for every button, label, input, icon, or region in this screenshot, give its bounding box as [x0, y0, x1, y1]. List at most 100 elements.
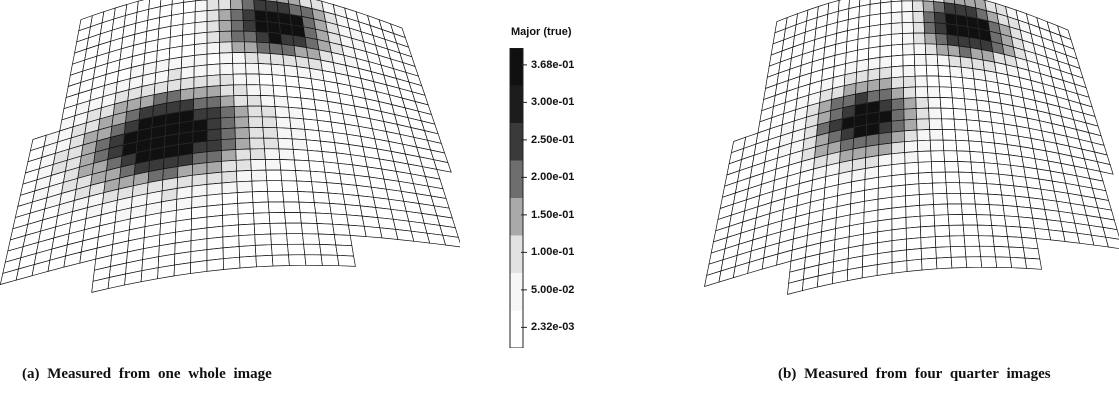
mesh-cell: [283, 64, 299, 78]
mesh-cell: [1006, 236, 1024, 249]
mesh-plot-whole-image: [0, 0, 460, 345]
mesh-cell: [925, 64, 940, 77]
mesh-cell: [977, 109, 993, 123]
mesh-cell: [902, 43, 915, 56]
mesh-cell: [300, 97, 317, 111]
mesh-cell: [219, 41, 233, 54]
mesh-cell: [965, 108, 980, 122]
mesh-cell: [271, 254, 290, 267]
mesh-cell: [326, 182, 344, 195]
mesh-cell: [988, 204, 1005, 217]
mesh-cell: [247, 105, 263, 118]
mesh-cell: [180, 76, 195, 91]
mesh-cell: [206, 182, 223, 196]
mesh-cell: [936, 54, 950, 67]
mesh-cell: [236, 180, 253, 193]
mesh-cell: [936, 256, 953, 270]
mesh-cell: [939, 86, 953, 99]
mesh-cell: [283, 201, 301, 213]
mesh-cell: [933, 1, 946, 14]
mesh-cell: [193, 97, 208, 111]
mesh-cell: [255, 31, 270, 44]
mesh-cell: [950, 76, 964, 89]
mesh-cell: [978, 120, 994, 134]
mesh-cell: [923, 11, 936, 24]
mesh-cell: [238, 245, 257, 258]
mesh-cell: [254, 20, 269, 33]
colorbar-band: [510, 85, 523, 123]
mesh-cell: [944, 161, 960, 173]
mesh-cell: [206, 247, 224, 261]
mesh-cell: [877, 175, 893, 189]
mesh-cell: [967, 130, 982, 143]
mesh-cell: [319, 244, 338, 256]
mesh-cell: [230, 19, 245, 32]
mesh-cell: [190, 260, 208, 274]
mesh-cell: [267, 201, 285, 214]
mesh-cell: [951, 97, 966, 110]
mesh-cell: [937, 65, 951, 78]
mesh-cell: [906, 248, 922, 262]
mesh-cell: [868, 35, 881, 49]
mesh-cell: [1018, 216, 1035, 229]
mesh-cell: [968, 140, 984, 153]
mesh-cell: [157, 264, 175, 280]
mesh-cell: [264, 148, 281, 160]
mesh-cell: [239, 255, 257, 269]
mesh-cell: [218, 19, 232, 32]
mesh-cell: [974, 203, 991, 216]
mesh-cell: [222, 235, 240, 249]
mesh-cell: [879, 44, 892, 58]
mesh-cell: [248, 116, 264, 128]
mesh-cell: [891, 206, 907, 220]
mesh-cell: [248, 127, 265, 139]
mesh-cell: [1009, 256, 1028, 269]
mesh-cell: [235, 137, 251, 150]
mesh-cell: [183, 0, 196, 14]
mesh-cell: [237, 202, 254, 215]
mesh-cell: [913, 43, 927, 55]
mesh-cell: [971, 172, 988, 185]
mesh-cell: [234, 127, 250, 140]
mesh-cell: [918, 193, 934, 206]
mesh-cell: [891, 65, 904, 79]
mesh-cell: [970, 161, 986, 174]
mesh-cell: [918, 182, 934, 195]
mesh-cell: [955, 139, 971, 152]
mesh-cell: [915, 107, 930, 120]
mesh-cell: [299, 87, 315, 100]
mesh-cell: [303, 243, 322, 256]
mesh-cell: [891, 119, 905, 133]
mesh-cell: [282, 190, 300, 203]
mesh-cell: [961, 77, 976, 90]
mesh-cell: [1013, 185, 1030, 198]
mesh-cell: [269, 53, 285, 66]
mesh-cell: [891, 249, 908, 263]
mesh-cell: [926, 75, 940, 88]
mesh-cell: [846, 266, 863, 282]
mesh-cell: [928, 118, 943, 130]
mesh-cell: [891, 141, 906, 155]
mesh-cell: [902, 32, 915, 45]
mesh-cell: [930, 150, 945, 163]
colorbar-band: [510, 48, 523, 86]
mesh-cell: [194, 10, 208, 24]
mesh-cell: [992, 132, 1008, 146]
mesh-cell: [876, 262, 893, 276]
mesh-cell: [271, 74, 287, 87]
mesh-cell: [268, 212, 286, 224]
mesh-cell: [235, 148, 252, 161]
mesh-cell: [182, 22, 196, 36]
mesh-cell: [270, 63, 286, 77]
mesh-cell: [206, 128, 222, 142]
mesh-cell: [947, 214, 964, 226]
mesh-cell: [901, 0, 914, 13]
mesh-cell: [379, 227, 399, 240]
mesh-cell: [1102, 226, 1119, 240]
mesh-cell: [945, 182, 961, 194]
colorbar: [509, 48, 527, 348]
colorbar-tick-label: 3.00e-01: [531, 96, 575, 109]
mesh-cell: [924, 43, 938, 56]
mesh-cell: [252, 191, 269, 203]
mesh-cell: [977, 224, 994, 237]
